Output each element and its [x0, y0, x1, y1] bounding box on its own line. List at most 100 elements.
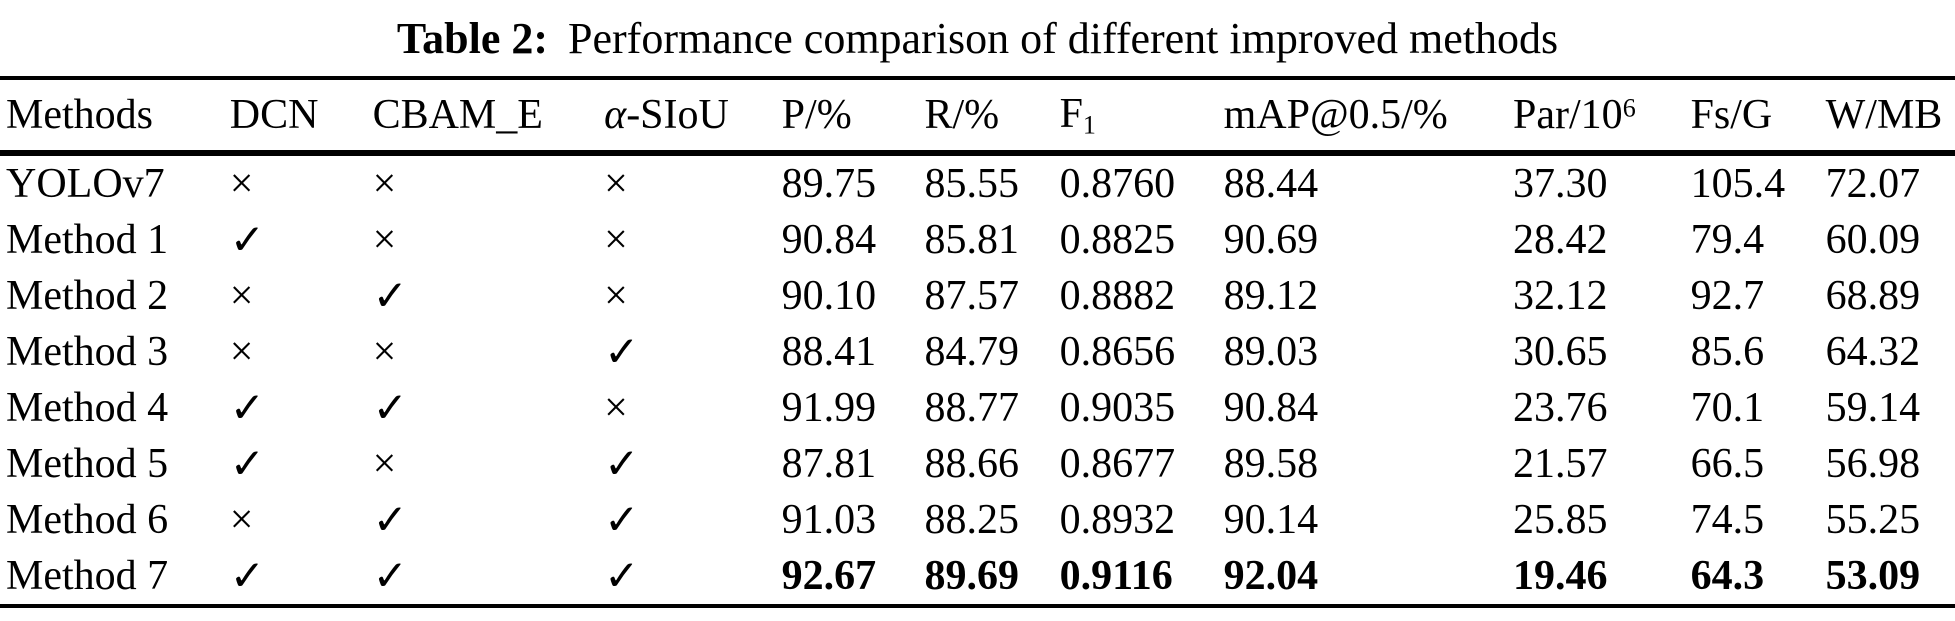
cell-fs-g: 64.3	[1690, 553, 1765, 599]
cell-map05: 92.04	[1223, 553, 1319, 599]
table-row: Method 5 ✓ × ✓ 87.81 88.66 0.8677 89.58 21.57 66.…	[0, 436, 1955, 492]
cell-cbam-e: ✓	[372, 554, 408, 600]
cell-dcn: ×	[229, 497, 254, 543]
performance-comparison-table: Methods DCN CBAM_E α-SIoU P/% R/% F1 mAP@0.5/% P…	[0, 80, 1955, 604]
column-header-fs-g: Fs/G	[1688, 80, 1824, 156]
cell-alpha-siou: ✓	[604, 330, 640, 376]
cell-p-percent: 91.03	[781, 497, 877, 543]
cell-par-10-6: 23.76	[1513, 385, 1608, 431]
cell-alpha-siou: ×	[604, 217, 628, 263]
cell-alpha-siou: ×	[604, 273, 628, 319]
cell-alpha-siou: ✓	[604, 498, 640, 544]
cell-fs-g: 79.4	[1690, 217, 1765, 263]
cell-cbam-e: ✓	[372, 498, 408, 544]
cell-f1: 0.8760	[1059, 161, 1176, 207]
table-caption: Table 2: Performance comparison of diffe…	[0, 0, 1955, 76]
cell-map05: 88.44	[1223, 161, 1319, 207]
column-header-methods: Methods	[0, 80, 228, 156]
cell-f1: 0.8825	[1059, 217, 1176, 263]
column-header-dcn: DCN	[227, 80, 371, 156]
column-header-w-mb: W/MB	[1823, 80, 1955, 156]
cell-cbam-e: ×	[372, 441, 397, 487]
cell-r-percent: 88.77	[924, 385, 1019, 431]
table-row: Method 1 ✓ × × 90.84 85.81 0.8825 90.69 28.42 79.…	[0, 212, 1955, 268]
table-body: YOLOv7 × × × 89.75 85.55 0.8760 88.44 37.30 105.4…	[0, 153, 1955, 604]
cell-r-percent: 89.69	[924, 553, 1019, 599]
table-row: Method 2 × ✓ × 90.10 87.57 0.8882 89.12 32.12 92.…	[0, 268, 1955, 324]
cell-alpha-siou: ✓	[604, 442, 640, 488]
cell-methods: Method 5	[6, 441, 169, 487]
table-caption-text: Performance comparison of different impr…	[568, 13, 1559, 63]
cell-w-mb: 68.89	[1825, 273, 1921, 319]
table-row: Method 3 × × ✓ 88.41 84.79 0.8656 89.03 30.65 85.…	[0, 324, 1955, 380]
cell-dcn: ✓	[229, 386, 265, 432]
table-row: YOLOv7 × × × 89.75 85.55 0.8760 88.44 37.30 105.4…	[0, 153, 1955, 212]
cell-methods: Method 3	[6, 329, 169, 375]
column-header-r-percent: R/%	[922, 80, 1058, 156]
cell-p-percent: 90.84	[781, 217, 877, 263]
cell-alpha-siou: ×	[604, 385, 628, 431]
cell-w-mb: 55.25	[1825, 497, 1921, 543]
cell-fs-g: 66.5	[1690, 441, 1765, 487]
cell-w-mb: 53.09	[1825, 553, 1921, 599]
cell-dcn: ×	[229, 329, 254, 375]
cell-p-percent: 90.10	[781, 273, 877, 319]
table-header: Methods DCN CBAM_E α-SIoU P/% R/% F1 mAP@0.5/% P…	[0, 80, 1955, 156]
cell-methods: Method 6	[6, 497, 169, 543]
cell-par-10-6: 30.65	[1513, 329, 1608, 375]
cell-alpha-siou: ×	[604, 161, 628, 207]
cell-fs-g: 92.7	[1690, 273, 1765, 319]
cell-f1: 0.8656	[1059, 329, 1176, 375]
cell-f1: 0.9035	[1059, 385, 1176, 431]
cell-cbam-e: ×	[372, 217, 397, 263]
table-row: Method 6 × ✓ ✓ 91.03 88.25 0.8932 90.14 25.85 74.…	[0, 492, 1955, 548]
cell-r-percent: 84.79	[924, 329, 1019, 375]
cell-map05: 89.58	[1223, 441, 1319, 487]
cell-w-mb: 60.09	[1825, 217, 1921, 263]
cell-methods: Method 4	[6, 385, 169, 431]
cell-map05: 89.03	[1223, 329, 1319, 375]
cell-dcn: ×	[229, 161, 254, 207]
cell-methods: Method 7	[6, 553, 169, 599]
cell-map05: 89.12	[1223, 273, 1319, 319]
cell-fs-g: 85.6	[1690, 329, 1765, 375]
cell-par-10-6: 28.42	[1513, 217, 1608, 263]
cell-f1: 0.8882	[1059, 273, 1176, 319]
cell-w-mb: 72.07	[1825, 161, 1921, 207]
cell-alpha-siou: ✓	[604, 554, 640, 600]
cell-par-10-6: 21.57	[1513, 441, 1608, 487]
cell-cbam-e: ✓	[372, 274, 408, 320]
cell-w-mb: 64.32	[1825, 329, 1921, 375]
table-header-row: Methods DCN CBAM_E α-SIoU P/% R/% F1 mAP@0.5/% P…	[0, 80, 1955, 156]
column-header-cbam-e: CBAM_E	[370, 80, 603, 156]
cell-map05: 90.84	[1223, 385, 1319, 431]
cell-par-10-6: 19.46	[1513, 553, 1608, 599]
cell-dcn: ✓	[229, 554, 265, 600]
table-row: Method 4 ✓ ✓ × 91.99 88.77 0.9035 90.84 23.76 70.…	[0, 380, 1955, 436]
column-header-par-10-6: Par/106	[1511, 80, 1689, 156]
cell-f1: 0.8932	[1059, 497, 1176, 543]
column-header-p-percent: P/%	[779, 80, 923, 156]
cell-par-10-6: 32.12	[1513, 273, 1608, 319]
cell-map05: 90.14	[1223, 497, 1319, 543]
cell-r-percent: 85.55	[924, 161, 1019, 207]
cell-dcn: ✓	[229, 442, 265, 488]
cell-fs-g: 74.5	[1690, 497, 1765, 543]
cell-f1: 0.9116	[1059, 553, 1173, 599]
cell-w-mb: 56.98	[1825, 441, 1921, 487]
cell-r-percent: 85.81	[924, 217, 1019, 263]
cell-dcn: ×	[229, 273, 254, 319]
table-caption-label: Table 2:	[396, 13, 549, 63]
cell-par-10-6: 37.30	[1513, 161, 1608, 207]
column-header-alpha-siou: α-SIoU	[602, 80, 780, 156]
cell-cbam-e: ×	[372, 329, 397, 375]
cell-cbam-e: ✓	[372, 386, 408, 432]
cell-p-percent: 92.67	[781, 553, 877, 599]
cell-r-percent: 88.25	[924, 497, 1019, 543]
cell-r-percent: 87.57	[924, 273, 1019, 319]
cell-w-mb: 59.14	[1825, 385, 1921, 431]
cell-p-percent: 91.99	[781, 385, 877, 431]
cell-fs-g: 105.4	[1690, 161, 1786, 207]
cell-methods: YOLOv7	[6, 161, 165, 207]
